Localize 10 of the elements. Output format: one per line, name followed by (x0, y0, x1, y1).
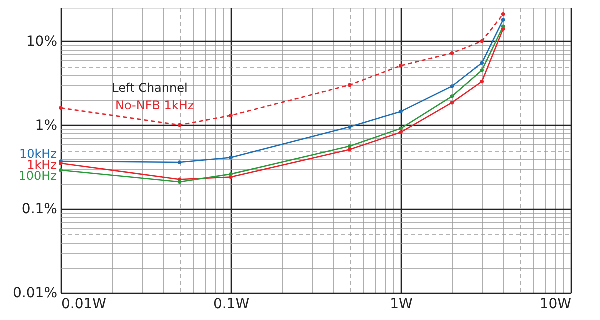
x-tick-label: 1W (390, 296, 414, 312)
x-tick-label: 0.1W (213, 296, 250, 312)
y-tick-label: 0.01% (13, 286, 58, 302)
annotation: Left Channel (112, 81, 188, 95)
y-tick-label: 10% (26, 34, 58, 50)
x-tick-label: 0.01W (62, 296, 107, 312)
y-tick-label: 1% (35, 118, 58, 134)
y-tick-label: 0.1% (22, 202, 58, 218)
x-tick-label: 10W (540, 296, 572, 312)
series-label: No-NFB 1kHz (115, 98, 194, 112)
